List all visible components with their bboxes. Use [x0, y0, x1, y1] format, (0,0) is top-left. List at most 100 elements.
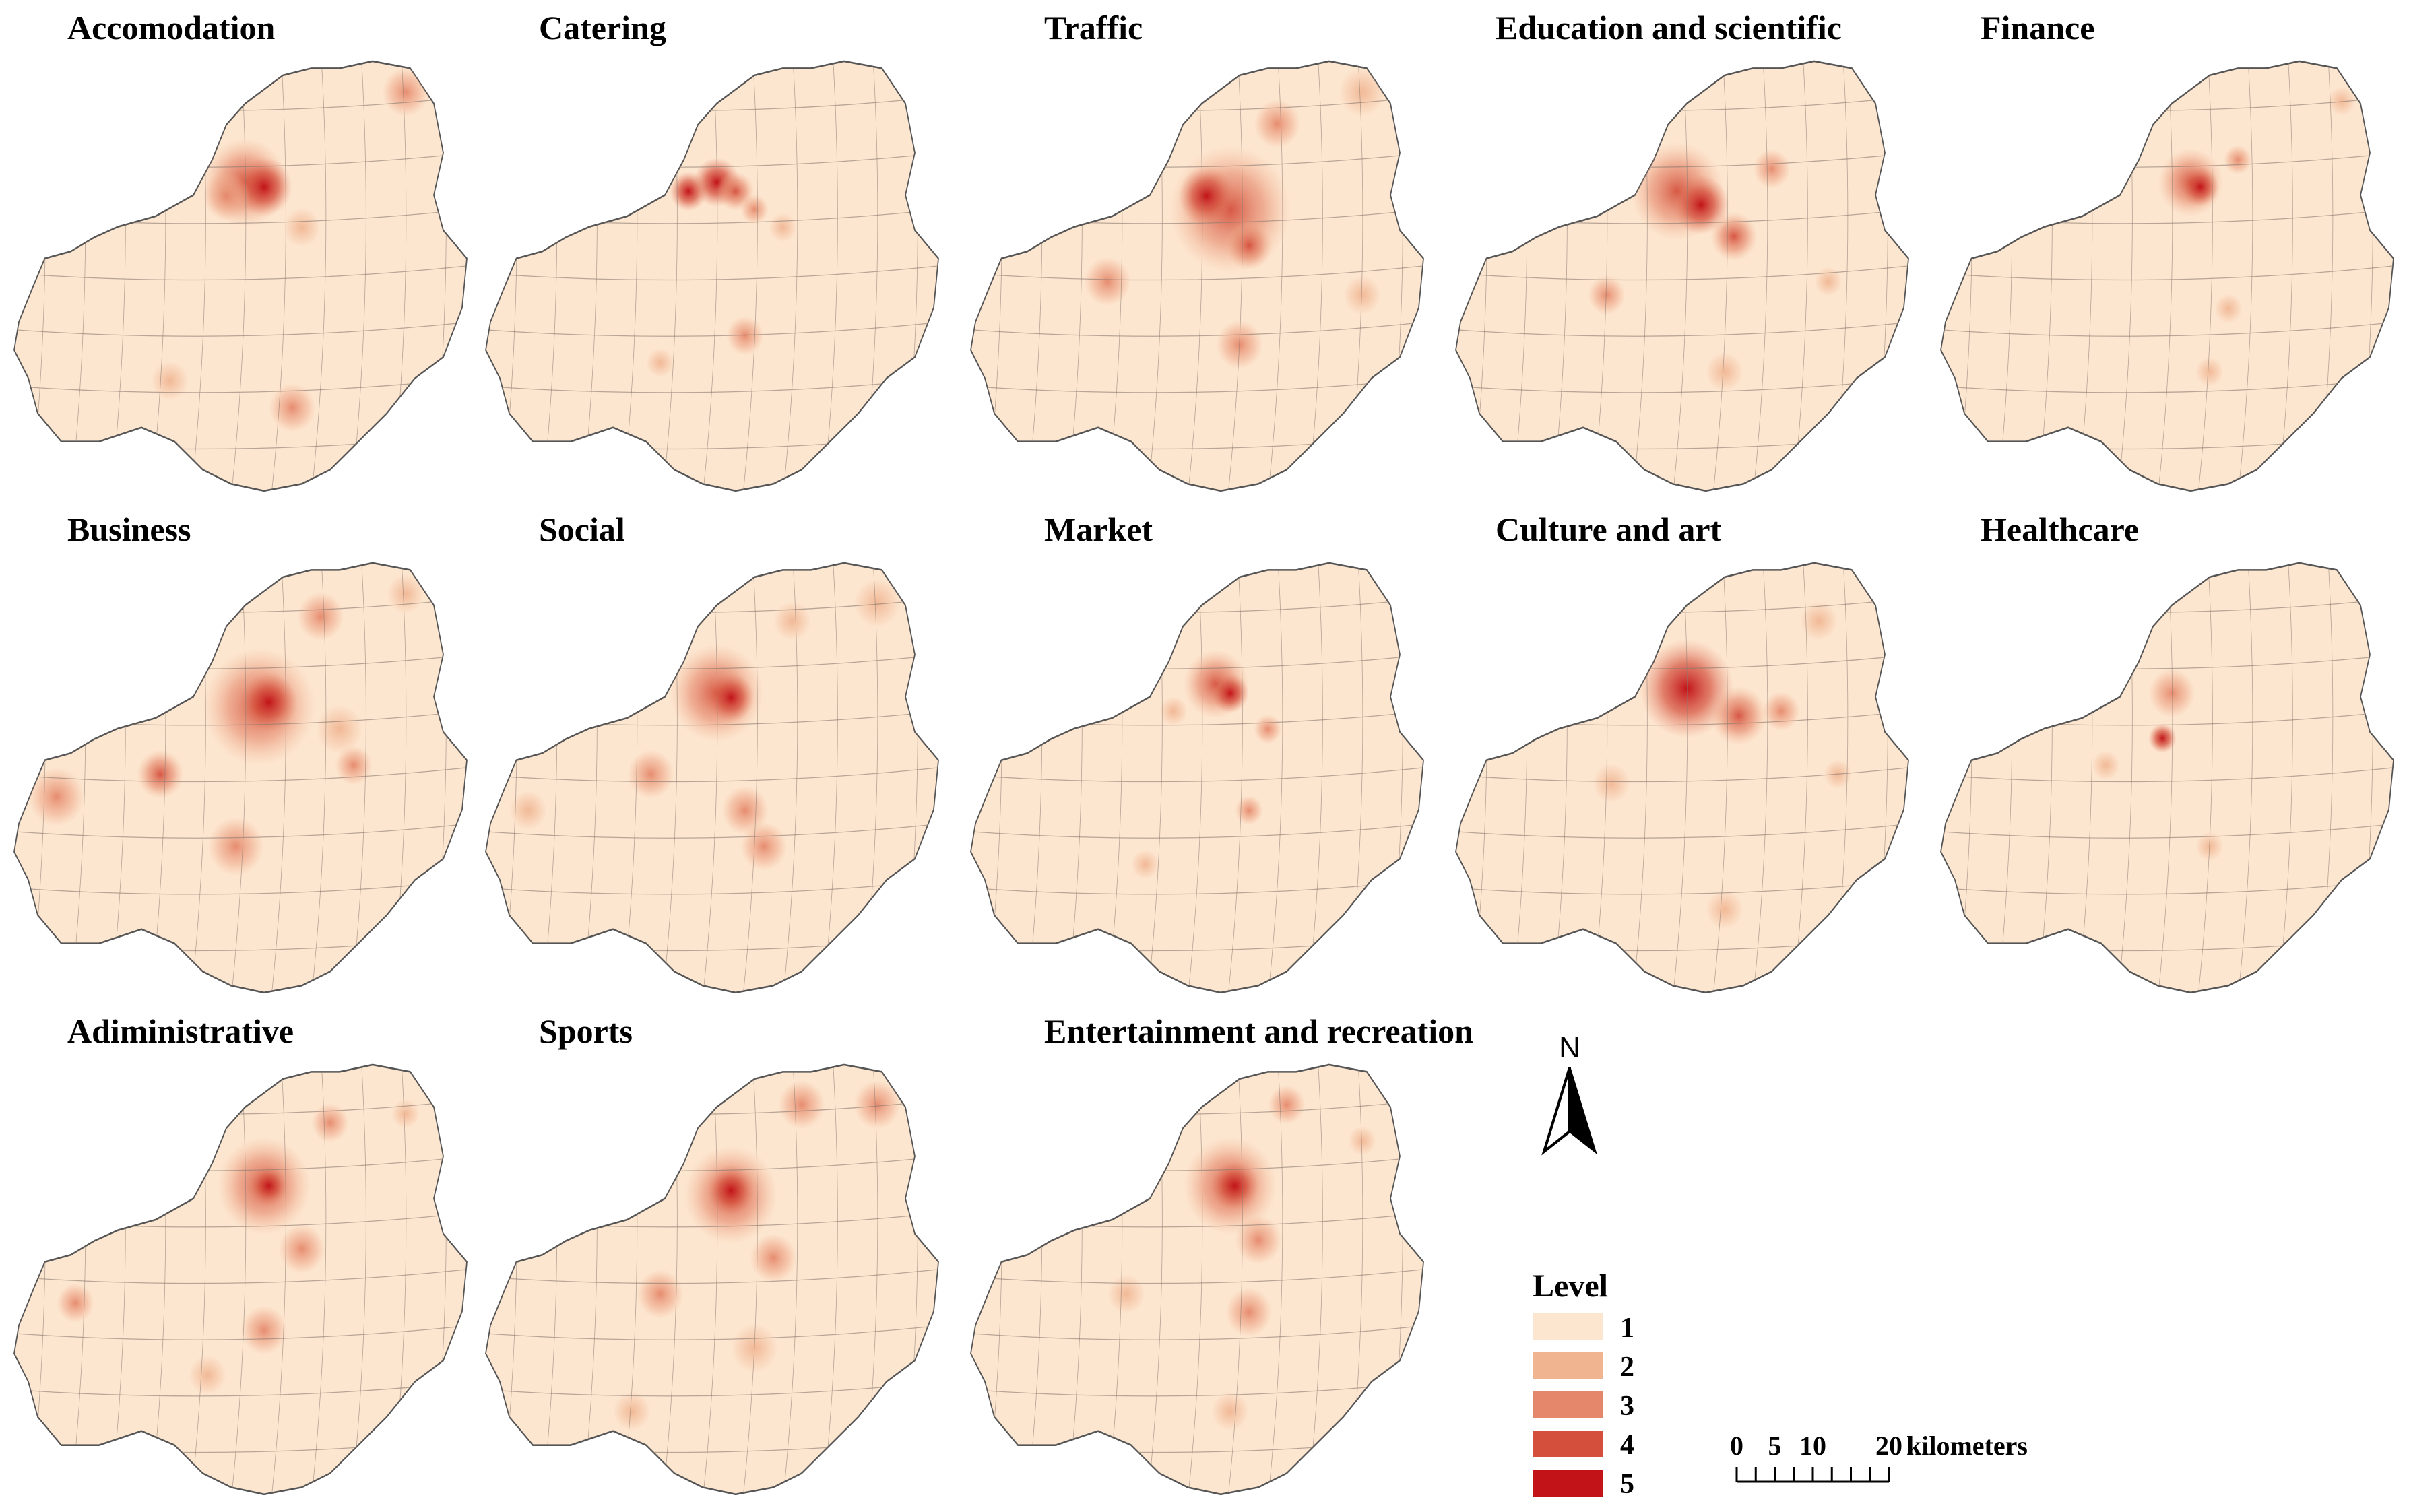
region-outline: [1939, 562, 2395, 994]
region-map: [484, 562, 940, 994]
district-boundary: [1187, 1064, 1203, 1494]
density-hotspot: [382, 67, 429, 117]
density-hotspot: [250, 1166, 288, 1206]
region-outline: [484, 1063, 940, 1496]
legend-label: 3: [1620, 1391, 1634, 1422]
density-hotspot: [1254, 98, 1301, 149]
density-hotspot: [1107, 1274, 1145, 1314]
panel-title: Social: [539, 511, 625, 548]
density-hotspot: [2181, 167, 2219, 207]
density-hotspot: [773, 601, 811, 641]
panel-title: Healthcare: [1981, 511, 2139, 548]
region-outline: [484, 562, 940, 994]
region-map: [1454, 60, 1910, 492]
legend-items: 1 2 3 4 5: [1533, 1313, 1634, 1500]
density-hotspot: [278, 1224, 325, 1274]
district-boundary: [230, 562, 247, 993]
density-hotspot: [509, 790, 547, 830]
region-outline: [484, 60, 940, 492]
density-hotspot: [1800, 601, 1838, 641]
district-boundary: [1308, 562, 1323, 993]
map-panel: Catering: [484, 9, 940, 492]
district-boundary: [823, 1064, 838, 1494]
district-boundary: [1940, 766, 2394, 783]
district-boundary: [485, 1381, 938, 1397]
district-boundary: [485, 766, 938, 783]
panel-title: Business: [67, 511, 191, 548]
panel-title: Culture and art: [1496, 511, 1722, 548]
density-hotspot: [240, 672, 297, 732]
district-boundary: [2157, 61, 2173, 491]
density-hotspot: [335, 745, 373, 785]
legend-title: Level: [1533, 1268, 1608, 1304]
region-map: [1939, 60, 2395, 492]
panel-title: Accomodation: [67, 9, 275, 46]
legend-label: 4: [1620, 1430, 1634, 1461]
map-panel: Adiministrative: [13, 1012, 468, 1496]
density-hotspot: [721, 785, 769, 836]
district-boundary: [823, 61, 838, 491]
district-boundary: [1187, 562, 1203, 993]
density-hotspot: [236, 157, 292, 217]
density-hotspot: [1762, 691, 1800, 731]
density-hotspot: [750, 1233, 797, 1283]
legend-label: 5: [1620, 1469, 1634, 1500]
legend-label: 1: [1620, 1313, 1634, 1344]
district-boundary: [13, 1381, 467, 1397]
density-hotspot: [316, 704, 363, 754]
district-boundary: [970, 265, 1423, 281]
district-boundary: [311, 562, 327, 993]
density-hotspot: [778, 1080, 825, 1130]
density-hotspot: [203, 171, 250, 221]
panel-title: Catering: [539, 9, 666, 46]
density-hotspot: [769, 212, 797, 242]
district-boundary: [485, 265, 938, 281]
district-boundary: [311, 61, 327, 491]
density-hotspot: [57, 1283, 94, 1323]
density-hotspot: [283, 207, 321, 248]
region-map: [1454, 562, 1910, 994]
district-boundary: [13, 265, 467, 281]
density-hotspot: [1348, 1125, 1376, 1156]
district-boundary: [485, 1268, 938, 1284]
district-boundary: [1455, 879, 1908, 895]
density-hotspot: [1225, 220, 1273, 271]
map-panels: Accomodation Catering Traffic Education and…: [13, 9, 2395, 1496]
map-panel: Entertainment and recreation: [969, 1012, 1473, 1496]
density-hotspot: [1159, 696, 1188, 727]
district-boundary: [1267, 61, 1283, 491]
panel-title: Entertainment and recreation: [1044, 1012, 1473, 1050]
density-hotspot: [646, 348, 674, 378]
map-panel: Sports: [484, 1012, 940, 1496]
hotspot-layer: [485, 61, 938, 491]
district-boundary: [485, 879, 938, 895]
density-hotspot: [1710, 211, 1758, 261]
density-hotspot: [2224, 145, 2252, 175]
scale-bar: 0 5 10 20 kilometers: [1730, 1431, 2028, 1483]
district-boundary: [1308, 61, 1323, 491]
district-boundary: [1455, 823, 1908, 839]
panel-title: Adiministrative: [67, 1012, 294, 1050]
district-boundary: [970, 1325, 1423, 1340]
density-hotspot: [1814, 266, 1842, 297]
district-boundary: [2278, 61, 2293, 491]
density-hotspot: [137, 749, 184, 799]
density-hotspot: [1211, 673, 1249, 713]
density-hotspot: [1211, 1160, 1258, 1211]
region-outline: [13, 562, 468, 994]
district-boundary: [2157, 562, 2173, 993]
district-boundary: [1455, 377, 1908, 393]
district-boundary: [1752, 61, 1768, 491]
density-hotspot: [240, 1305, 288, 1355]
scale-tick-labels: 0 5 10 20: [1730, 1431, 1902, 1461]
region-map: [13, 1063, 468, 1496]
district-boundary: [702, 562, 718, 993]
north-arrow-icon: [1568, 1067, 1597, 1155]
legend-swatch: [1533, 1352, 1603, 1379]
density-hotspot: [627, 749, 674, 799]
district-boundary: [13, 1268, 467, 1284]
district-boundary: [230, 1064, 247, 1494]
map-panel: Business: [13, 511, 468, 994]
district-boundary: [13, 377, 467, 393]
district-boundary: [485, 377, 938, 393]
